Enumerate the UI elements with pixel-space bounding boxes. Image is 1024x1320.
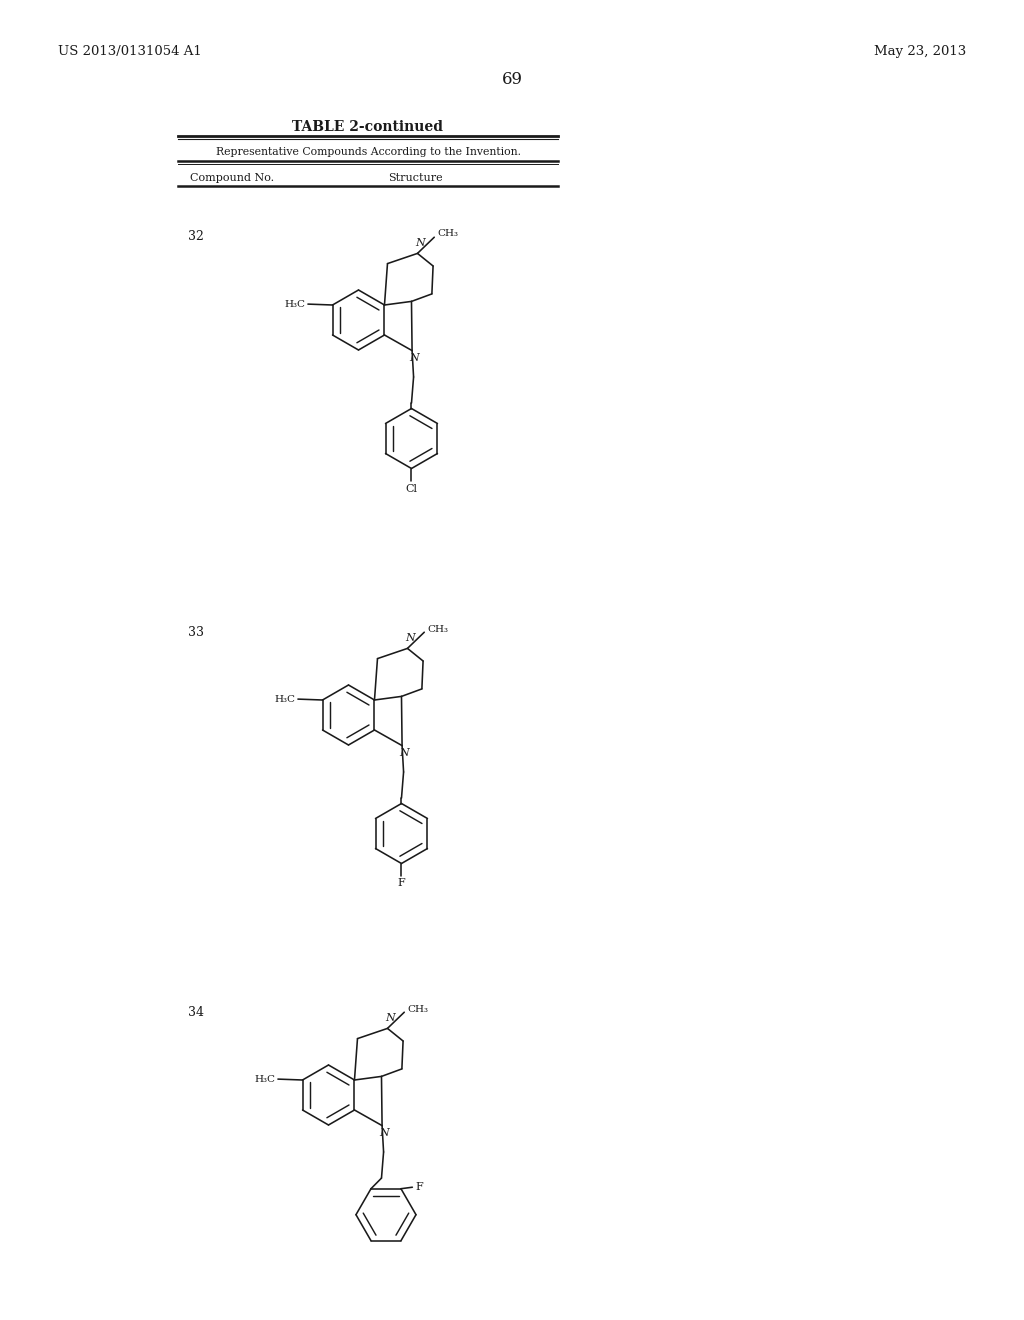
Text: H₃C: H₃C bbox=[274, 694, 296, 704]
Text: N: N bbox=[410, 352, 419, 363]
Text: N: N bbox=[379, 1127, 389, 1138]
Text: N: N bbox=[416, 239, 425, 248]
Text: May 23, 2013: May 23, 2013 bbox=[873, 45, 966, 58]
Text: CH₃: CH₃ bbox=[408, 1005, 428, 1014]
Text: F: F bbox=[416, 1183, 423, 1192]
Text: 34: 34 bbox=[188, 1006, 204, 1019]
Text: CH₃: CH₃ bbox=[427, 624, 449, 634]
Text: H₃C: H₃C bbox=[255, 1074, 275, 1084]
Text: US 2013/0131054 A1: US 2013/0131054 A1 bbox=[58, 45, 202, 58]
Text: TABLE 2-continued: TABLE 2-continued bbox=[293, 120, 443, 135]
Text: CH₃: CH₃ bbox=[437, 230, 459, 239]
Text: H₃C: H₃C bbox=[285, 300, 306, 309]
Text: Representative Compounds According to the Invention.: Representative Compounds According to th… bbox=[215, 147, 520, 157]
Text: N: N bbox=[386, 1014, 395, 1023]
Text: F: F bbox=[397, 879, 406, 888]
Text: 32: 32 bbox=[188, 231, 204, 243]
Text: N: N bbox=[406, 634, 416, 643]
Text: Compound No.: Compound No. bbox=[190, 173, 274, 183]
Text: 69: 69 bbox=[502, 71, 522, 88]
Text: Structure: Structure bbox=[388, 173, 442, 183]
Text: 33: 33 bbox=[188, 626, 204, 639]
Text: Cl: Cl bbox=[406, 483, 418, 494]
Text: N: N bbox=[399, 747, 409, 758]
